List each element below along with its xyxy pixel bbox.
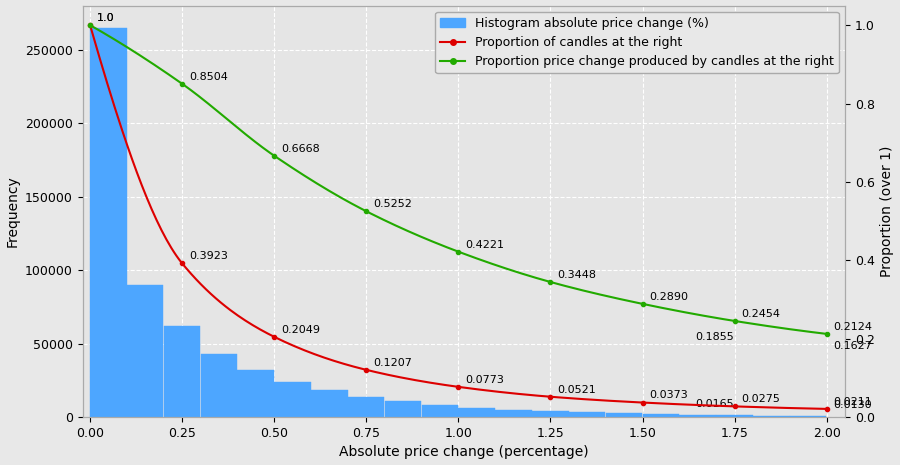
Text: 0.0373: 0.0373	[650, 391, 688, 400]
Bar	[458, 408, 495, 417]
Bar	[569, 412, 606, 417]
Bar	[127, 285, 164, 417]
Bar	[716, 415, 752, 417]
Text: 0.1855: 0.1855	[696, 332, 734, 342]
Bar	[238, 370, 274, 417]
Text: 1.0: 1.0	[97, 13, 114, 23]
Text: 0.5252: 0.5252	[374, 199, 412, 209]
Text: 0.0773: 0.0773	[465, 375, 504, 385]
Bar	[606, 413, 643, 417]
Legend: Histogram absolute price change (%), Proportion of candles at the right, Proport: Histogram absolute price change (%), Pro…	[435, 12, 839, 73]
Y-axis label: Proportion (over 1): Proportion (over 1)	[880, 146, 895, 277]
Text: 0.3448: 0.3448	[557, 270, 597, 280]
Bar	[201, 354, 237, 417]
Bar	[495, 410, 532, 417]
Text: 1.0: 1.0	[97, 13, 114, 23]
Bar	[532, 411, 569, 417]
Bar	[311, 390, 347, 417]
X-axis label: Absolute price change (percentage): Absolute price change (percentage)	[339, 445, 589, 459]
Text: 0.2454: 0.2454	[742, 309, 780, 319]
Text: 0.8504: 0.8504	[189, 72, 228, 82]
Text: 0.0275: 0.0275	[742, 394, 780, 404]
Text: 0.1207: 0.1207	[374, 358, 412, 368]
Bar	[348, 397, 384, 417]
Text: 0.0521: 0.0521	[557, 385, 596, 395]
Bar	[643, 414, 679, 417]
Text: 0.3923: 0.3923	[189, 251, 228, 261]
Bar	[680, 415, 716, 417]
Bar	[90, 27, 127, 417]
Bar	[421, 405, 458, 417]
Text: 0.1627: 0.1627	[833, 341, 873, 351]
Text: 0.2049: 0.2049	[281, 325, 320, 335]
Bar	[164, 326, 200, 417]
Text: 0.0165: 0.0165	[696, 399, 734, 409]
Text: 0.0130: 0.0130	[833, 400, 872, 410]
Text: 0.0211: 0.0211	[833, 397, 872, 407]
Y-axis label: Frequency: Frequency	[5, 175, 20, 247]
Text: 0.6668: 0.6668	[281, 144, 320, 153]
Bar	[790, 416, 826, 417]
Bar	[384, 401, 421, 417]
Text: 0.2124: 0.2124	[833, 322, 873, 332]
Bar	[753, 416, 789, 417]
Text: 0.2890: 0.2890	[650, 292, 688, 302]
Bar	[274, 382, 310, 417]
Text: 0.4221: 0.4221	[465, 239, 504, 250]
